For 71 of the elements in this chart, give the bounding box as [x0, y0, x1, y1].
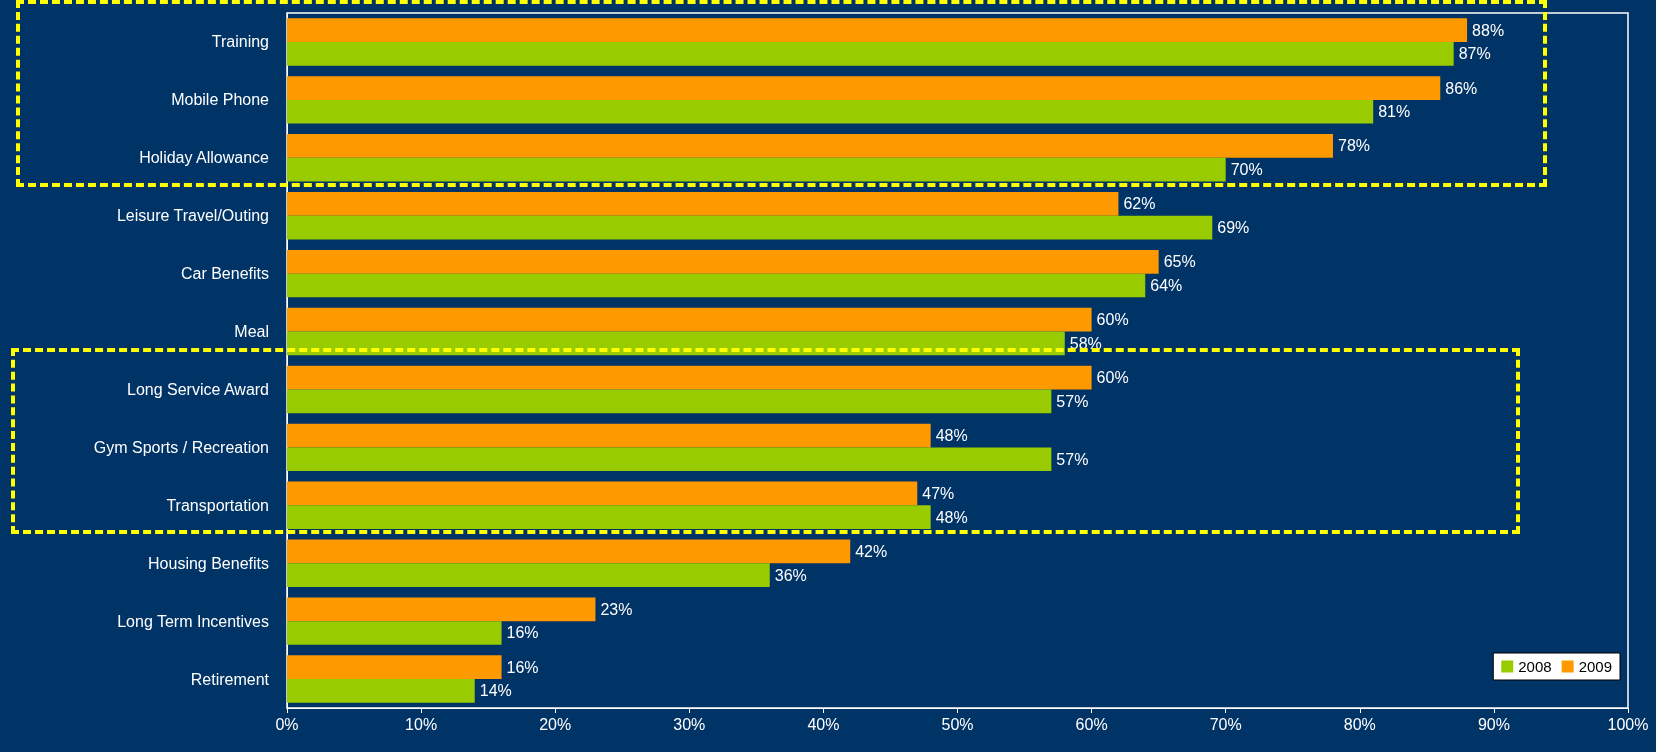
legend-label: 2009	[1578, 658, 1613, 675]
bar	[287, 191, 1119, 216]
bar	[287, 76, 1441, 100]
data-label: 70%	[1230, 161, 1263, 179]
bar	[287, 679, 475, 703]
bar	[287, 365, 1092, 390]
bar	[287, 597, 596, 622]
data-label: 16%	[506, 624, 539, 642]
x-tick-label: 30%	[673, 715, 706, 733]
bar	[287, 215, 1213, 240]
x-tick-label: 0%	[275, 715, 299, 733]
y-tick-label: Transportation	[166, 496, 269, 514]
bar	[287, 249, 1159, 274]
y-tick-label: Training	[211, 33, 269, 51]
y-tick-label: Leisure Travel/Outing	[116, 207, 269, 225]
x-tick-label: 100%	[1607, 715, 1649, 733]
y-tick-label: Housing Benefits	[148, 554, 269, 572]
bar	[287, 539, 851, 564]
bar	[287, 505, 931, 530]
data-label: 78%	[1337, 137, 1371, 155]
data-label: 36%	[774, 566, 807, 584]
data-label: 14%	[479, 682, 512, 700]
data-label: 23%	[600, 600, 633, 618]
y-tick-label: Car Benefits	[180, 265, 269, 283]
bar	[287, 99, 1374, 124]
y-tick-label: Holiday Allowance	[139, 149, 270, 167]
data-label: 16%	[506, 658, 539, 676]
data-label: 69%	[1217, 219, 1250, 237]
x-tick-label: 70%	[1209, 715, 1242, 733]
bar	[287, 134, 1333, 158]
data-label: 60%	[1096, 369, 1129, 387]
bar	[287, 273, 1146, 298]
bar	[287, 157, 1226, 182]
data-label: 48%	[935, 427, 968, 444]
data-label: 62%	[1123, 195, 1156, 213]
y-tick-label: Meal	[234, 323, 269, 341]
y-tick-label: Long Service Award	[126, 380, 269, 398]
bar	[287, 481, 918, 506]
legend-label: 2008	[1518, 658, 1552, 675]
x-tick-label: 50%	[941, 715, 974, 733]
x-tick-label: 60%	[1075, 715, 1108, 733]
data-label: 87%	[1458, 45, 1491, 63]
data-label: 47%	[922, 484, 955, 502]
data-label: 86%	[1445, 79, 1478, 97]
x-tick-label: 10%	[405, 715, 438, 733]
bar	[287, 389, 1052, 414]
y-tick-label: Mobile Phone	[171, 91, 270, 109]
x-tick-label: 20%	[539, 715, 572, 733]
bar	[287, 41, 1454, 66]
bar	[287, 655, 502, 680]
bar	[287, 621, 502, 645]
y-tick-label: Gym Sports / Recreation	[93, 438, 269, 456]
data-label: 60%	[1096, 311, 1129, 329]
bar	[287, 18, 1468, 42]
bar	[287, 563, 770, 587]
data-label: 64%	[1150, 277, 1183, 294]
y-tick-label: Long Term Incentives	[117, 612, 269, 630]
x-tick-label: 80%	[1343, 715, 1376, 733]
bar	[287, 423, 931, 448]
y-tick-label: Retirement	[190, 670, 270, 688]
x-tick-label: 40%	[807, 715, 840, 733]
data-label: 42%	[855, 542, 888, 560]
data-label: 65%	[1163, 253, 1196, 271]
data-label: 57%	[1056, 392, 1089, 410]
data-label: 48%	[935, 508, 968, 526]
data-label: 88%	[1472, 21, 1505, 39]
bar	[287, 307, 1092, 332]
data-label: 57%	[1056, 450, 1089, 468]
bar	[287, 447, 1052, 472]
data-label: 81%	[1378, 103, 1411, 121]
x-tick-label: 90%	[1477, 715, 1510, 733]
